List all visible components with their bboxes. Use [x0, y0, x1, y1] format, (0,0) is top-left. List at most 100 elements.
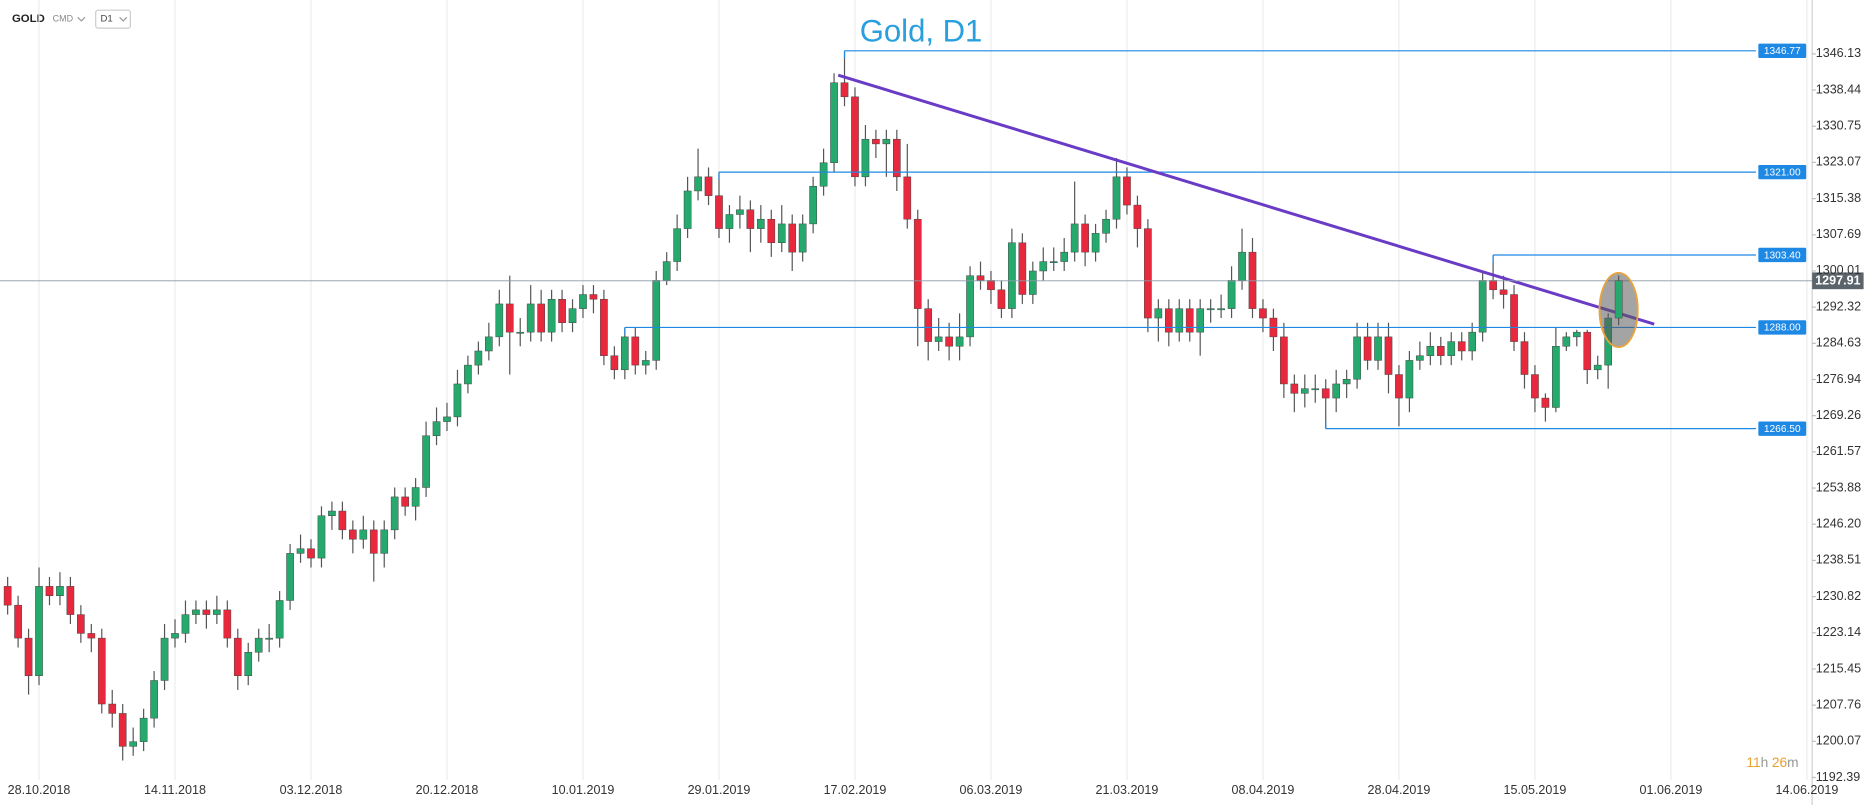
level-label-box — [1758, 421, 1807, 436]
candle-body — [757, 218, 765, 229]
candle-body — [840, 82, 849, 98]
candle-body — [683, 190, 692, 229]
candle-body — [1290, 383, 1299, 394]
candle-body — [3, 586, 12, 606]
candle-body — [108, 703, 117, 714]
candle-body — [411, 487, 420, 507]
y-tick-label: 1330.75 — [1816, 119, 1861, 133]
candle-body — [97, 637, 106, 705]
y-tick-label: 1261.57 — [1816, 444, 1861, 458]
candle-body — [349, 529, 357, 540]
candle-body — [338, 510, 347, 531]
candle-body — [1510, 294, 1518, 342]
candle-body — [1070, 223, 1079, 253]
candle-body — [45, 586, 54, 596]
candle-body — [359, 529, 368, 540]
candle-body — [1541, 397, 1550, 408]
level-label-box — [1758, 247, 1807, 263]
x-tick-label: 15.05.2019 — [1504, 783, 1567, 797]
y-tick-label: 1230.82 — [1816, 589, 1861, 603]
candle-body — [736, 209, 744, 215]
candle-body — [1144, 228, 1152, 319]
candles — [3, 50, 1612, 761]
candle-body — [537, 303, 545, 333]
candle-body — [819, 162, 828, 187]
level-label-box — [1758, 320, 1807, 335]
candle-body — [1060, 251, 1069, 262]
chart-title: Gold, D1 — [860, 14, 983, 49]
candle-body — [1018, 242, 1027, 295]
level-label: 1346.77 — [1764, 46, 1801, 57]
candle-body — [1468, 331, 1477, 352]
candle-body — [422, 435, 430, 488]
candle-body — [1091, 233, 1100, 253]
candle-body — [1217, 308, 1225, 311]
candle-body — [56, 586, 64, 596]
dropdown-icon[interactable] — [119, 16, 128, 22]
candle-body — [1531, 374, 1539, 399]
candle-body — [1426, 346, 1435, 356]
candle-body — [568, 308, 577, 323]
candle-body — [1457, 341, 1466, 352]
candle-body — [1384, 336, 1393, 375]
toolbar: GOLD CMD D1 — [12, 9, 131, 29]
candle-body — [1552, 346, 1560, 408]
interval-select[interactable] — [95, 9, 131, 29]
candle-body — [1583, 331, 1592, 371]
candle-body — [1395, 374, 1403, 399]
candle-body — [1436, 346, 1445, 356]
candle-body — [945, 336, 953, 347]
candle-body — [579, 294, 587, 309]
x-tick-label: 14.06.2019 — [1776, 783, 1839, 797]
dropdown-icon[interactable] — [77, 16, 86, 22]
candle-body — [767, 218, 776, 243]
candle-body — [1028, 270, 1037, 295]
candle-body — [725, 214, 734, 229]
candle-body — [1572, 331, 1581, 338]
candle-body — [505, 303, 514, 333]
candle-body — [1259, 308, 1267, 319]
symbol-group[interactable]: CMD — [53, 14, 74, 24]
y-tick-label: 1315.38 — [1816, 191, 1861, 205]
candle-body — [139, 717, 148, 742]
candle-body — [286, 553, 294, 601]
candle-body — [673, 228, 681, 262]
candle-body — [1133, 204, 1142, 229]
level-label: 1288.00 — [1764, 323, 1801, 334]
candle-body — [1478, 280, 1487, 333]
level-label-box — [1758, 164, 1807, 180]
candle-body — [233, 637, 242, 677]
candle-body — [1123, 176, 1131, 206]
candle-body — [495, 303, 504, 338]
x-tick-label: 01.06.2019 — [1640, 783, 1703, 797]
candle-body — [1154, 308, 1163, 319]
candle-body — [35, 586, 43, 677]
level-label: 1303.40 — [1764, 250, 1801, 261]
candle-body — [317, 515, 326, 559]
candle-body — [1164, 308, 1173, 333]
y-tick-label: 1276.94 — [1816, 372, 1861, 386]
y-tick-label: 1238.51 — [1816, 553, 1861, 567]
candle-body — [1206, 308, 1215, 311]
candle-body — [254, 637, 263, 653]
candle-body — [777, 223, 786, 243]
countdown-hours: 11 — [1746, 755, 1760, 770]
candle-body — [1489, 280, 1497, 291]
symbol[interactable]: GOLD — [12, 13, 45, 25]
candle-body — [610, 355, 619, 371]
candle-body — [1353, 336, 1361, 380]
candle-body — [265, 637, 273, 640]
candle-body — [788, 223, 797, 253]
candle-body — [1112, 176, 1121, 220]
x-tick-label: 14.11.2018 — [144, 783, 206, 797]
candle-body — [464, 364, 472, 385]
candle-body — [631, 336, 640, 366]
y-tick-label: 1338.44 — [1816, 82, 1861, 96]
candle-body — [861, 138, 870, 178]
interval[interactable]: D1 — [100, 14, 112, 25]
candle-body — [474, 350, 483, 366]
candle-body — [516, 331, 525, 334]
candle-body — [1321, 388, 1330, 399]
